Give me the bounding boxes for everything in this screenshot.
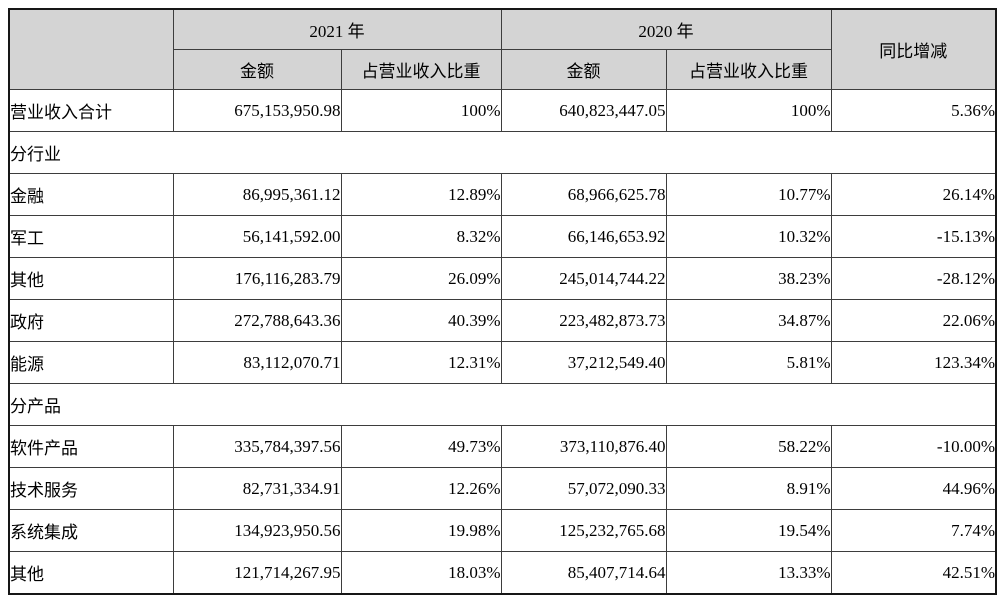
header-row-measures: 金额 占营业收入比重 金额 占营业收入比重	[9, 49, 996, 90]
amount-header-2021: 金额	[172, 49, 342, 90]
row-label: 系统集成	[8, 509, 174, 552]
value-cell: 49.73%	[340, 425, 502, 468]
year-2021-header: 2021 年	[172, 8, 502, 50]
value-cell: 123.34%	[830, 341, 997, 384]
value-cell: 10.32%	[665, 215, 832, 258]
value-cell: 7.74%	[830, 509, 997, 552]
value-cell: 12.26%	[340, 467, 502, 510]
value-cell: 675,153,950.98	[172, 89, 342, 132]
value-cell: 56,141,592.00	[172, 215, 342, 258]
value-cell: 19.98%	[340, 509, 502, 552]
value-cell: 85,407,714.64	[500, 551, 667, 595]
value-cell: 223,482,873.73	[500, 299, 667, 342]
value-cell: 34.87%	[665, 299, 832, 342]
row-label: 其他	[8, 551, 174, 595]
value-cell: 68,966,625.78	[500, 173, 667, 216]
table-body: 营业收入合计 675,153,950.98 100% 640,823,447.05 10…	[8, 89, 997, 595]
row-label: 软件产品	[8, 425, 174, 468]
row-label: 政府	[8, 299, 174, 342]
value-cell: 26.09%	[340, 257, 502, 300]
table-row: 政府 272,788,643.36 40.39% 223,482,873.73 34.8…	[8, 299, 997, 342]
value-cell: 373,110,876.40	[500, 425, 667, 468]
table-row: 营业收入合计 675,153,950.98 100% 640,823,447.05 10…	[8, 89, 997, 132]
yoy-change-header: 同比增减	[830, 8, 997, 90]
value-cell: 82,731,334.91	[172, 467, 342, 510]
value-cell: 42.51%	[830, 551, 997, 595]
value-cell: 26.14%	[830, 173, 997, 216]
amount-header-2020: 金额	[500, 49, 667, 90]
table-header: 2021 年 2020 年 同比增减 金额 占营业收入比重 金额 占营业收入比重	[8, 8, 997, 90]
value-cell: 18.03%	[340, 551, 502, 595]
ratio-header-2021: 占营业收入比重	[340, 49, 502, 90]
value-cell: 86,995,361.12	[172, 173, 342, 216]
value-cell: -28.12%	[830, 257, 997, 300]
row-label: 营业收入合计	[8, 89, 174, 132]
value-cell: 83,112,070.71	[172, 341, 342, 384]
revenue-breakdown-table: 2021 年 2020 年 同比增减 金额 占营业收入比重 金额 占营业收入比重…	[8, 8, 997, 595]
value-cell: 134,923,950.56	[172, 509, 342, 552]
value-cell: 19.54%	[665, 509, 832, 552]
ratio-header-2020: 占营业收入比重	[665, 49, 832, 90]
section-label: 分产品	[8, 383, 997, 426]
row-label: 技术服务	[8, 467, 174, 510]
value-cell: 12.89%	[340, 173, 502, 216]
header-row-years: 2021 年 2020 年 同比增减	[8, 8, 997, 90]
value-cell: 640,823,447.05	[500, 89, 667, 132]
value-cell: 100%	[340, 89, 502, 132]
table-row: 军工 56,141,592.00 8.32% 66,146,653.92 10.32% -…	[8, 215, 997, 258]
value-cell: 58.22%	[665, 425, 832, 468]
row-label: 其他	[8, 257, 174, 300]
table-row: 其他 176,116,283.79 26.09% 245,014,744.22 38.2…	[8, 257, 997, 300]
value-cell: 8.32%	[340, 215, 502, 258]
value-cell: 125,232,765.68	[500, 509, 667, 552]
value-cell: 22.06%	[830, 299, 997, 342]
value-cell: 5.81%	[665, 341, 832, 384]
table-row: 其他 121,714,267.95 18.03% 85,407,714.64 13.33…	[8, 551, 997, 595]
table-row: 能源 83,112,070.71 12.31% 37,212,549.40 5.81% 1…	[8, 341, 997, 384]
value-cell: 100%	[665, 89, 832, 132]
value-cell: 12.31%	[340, 341, 502, 384]
value-cell: 121,714,267.95	[172, 551, 342, 595]
revenue-table-container: 2021 年 2020 年 同比增减 金额 占营业收入比重 金额 占营业收入比重…	[8, 8, 997, 595]
value-cell: 44.96%	[830, 467, 997, 510]
value-cell: 10.77%	[665, 173, 832, 216]
value-cell: 176,116,283.79	[172, 257, 342, 300]
row-label: 金融	[8, 173, 174, 216]
section-row: 分产品	[8, 383, 997, 426]
value-cell: -10.00%	[830, 425, 997, 468]
value-cell: 38.23%	[665, 257, 832, 300]
row-label: 能源	[8, 341, 174, 384]
value-cell: 40.39%	[340, 299, 502, 342]
value-cell: 272,788,643.36	[172, 299, 342, 342]
table-row: 金融 86,995,361.12 12.89% 68,966,625.78 10.77%…	[8, 173, 997, 216]
value-cell: 13.33%	[665, 551, 832, 595]
table-row: 软件产品 335,784,397.56 49.73% 373,110,876.40 58…	[8, 425, 997, 468]
value-cell: 37,212,549.40	[500, 341, 667, 384]
section-row: 分行业	[8, 131, 997, 174]
value-cell: 245,014,744.22	[500, 257, 667, 300]
value-cell: -15.13%	[830, 215, 997, 258]
value-cell: 5.36%	[830, 89, 997, 132]
row-label: 军工	[8, 215, 174, 258]
table-row: 系统集成 134,923,950.56 19.98% 125,232,765.68 19…	[8, 509, 997, 552]
value-cell: 66,146,653.92	[500, 215, 667, 258]
section-label: 分行业	[8, 131, 997, 174]
value-cell: 335,784,397.56	[172, 425, 342, 468]
corner-cell	[8, 8, 174, 90]
value-cell: 57,072,090.33	[500, 467, 667, 510]
table-row: 技术服务 82,731,334.91 12.26% 57,072,090.33 8.91…	[8, 467, 997, 510]
value-cell: 8.91%	[665, 467, 832, 510]
year-2020-header: 2020 年	[500, 8, 832, 50]
